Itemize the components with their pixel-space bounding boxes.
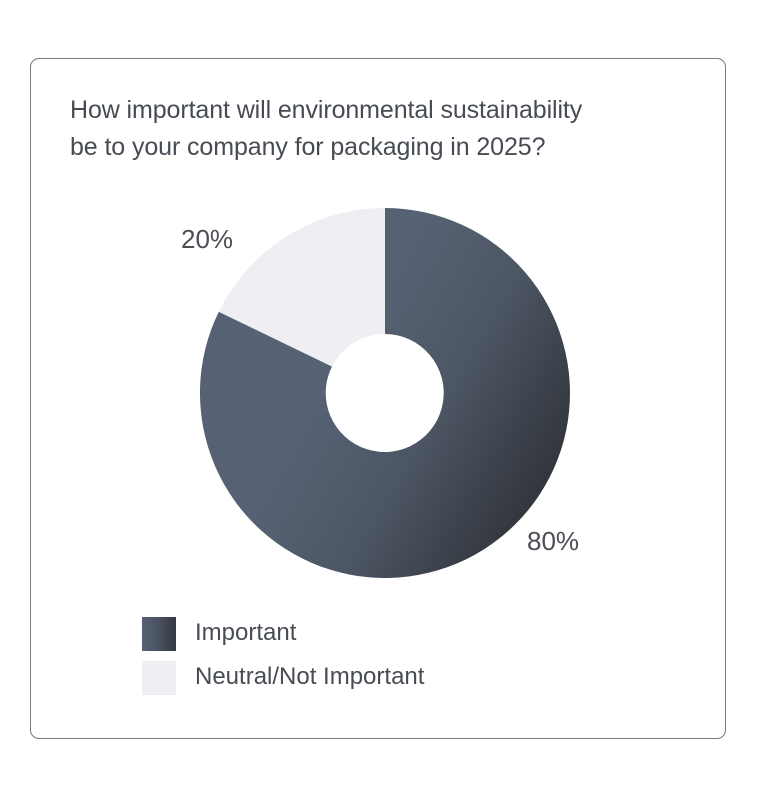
- legend-label-important: Important: [195, 619, 297, 646]
- legend-label-neutral: Neutral/Not Important: [195, 663, 425, 690]
- slice-important[interactable]: [199, 208, 570, 578]
- legend-swatch-important: [142, 617, 176, 651]
- legend-swatch-neutral: [142, 661, 176, 695]
- chart-title: How important will environmental sustain…: [70, 92, 710, 166]
- chart-title-line-1: How important will environmental sustain…: [70, 96, 583, 124]
- chart-title-line-2: be to your company for packaging in 2025…: [70, 133, 546, 161]
- slice-neutral[interactable]: [218, 208, 385, 367]
- important-pct-label: 80%: [527, 526, 580, 556]
- neutral-pct-label: 20%: [181, 224, 234, 254]
